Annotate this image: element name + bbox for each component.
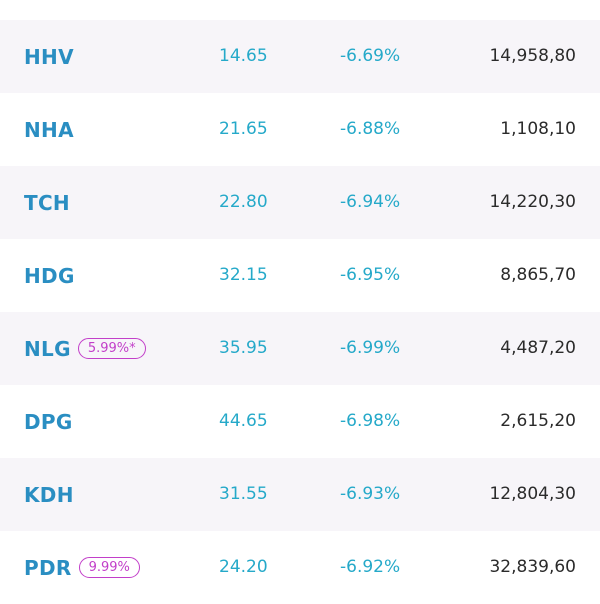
ticker-cell: HHV xyxy=(24,20,74,93)
price-value: 24.20 xyxy=(219,557,268,577)
volume-value: 8,865,70 xyxy=(500,265,576,285)
stock-row[interactable]: TCH 22.80 -6.94% 14,220,30 xyxy=(0,166,600,239)
change-percent: -6.69% xyxy=(340,46,401,66)
volume-value: 14,220,30 xyxy=(489,192,576,212)
volume-value: 12,804,30 xyxy=(489,484,576,504)
margin-badge: 5.99%* xyxy=(77,338,146,359)
stock-row[interactable]: DPG 44.65 -6.98% 2,615,20 xyxy=(0,385,600,458)
ticker-cell: KDH xyxy=(24,458,74,531)
stock-row[interactable]: NHA 21.65 -6.88% 1,108,10 xyxy=(0,93,600,166)
ticker-symbol[interactable]: PDR xyxy=(24,555,72,580)
price-value: 44.65 xyxy=(219,411,268,431)
price-value: 35.95 xyxy=(219,338,268,358)
price-value: 14.65 xyxy=(219,46,268,66)
ticker-cell: NHA xyxy=(24,93,74,166)
change-percent: -6.93% xyxy=(340,484,401,504)
price-value: 31.55 xyxy=(219,484,268,504)
ticker-cell: DPG xyxy=(24,385,73,458)
change-percent: -6.88% xyxy=(340,119,401,139)
margin-badge: 9.99% xyxy=(78,557,140,578)
ticker-cell: PDR 9.99% xyxy=(24,531,140,604)
price-value: 22.80 xyxy=(219,192,268,212)
change-percent: -6.95% xyxy=(340,265,401,285)
ticker-symbol[interactable]: HDG xyxy=(24,263,75,288)
stock-row[interactable]: HDG 32.15 -6.95% 8,865,70 xyxy=(0,239,600,312)
volume-value: 4,487,20 xyxy=(500,338,576,358)
ticker-symbol[interactable]: NLG xyxy=(24,336,71,361)
ticker-cell: NLG 5.99%* xyxy=(24,312,146,385)
stock-row[interactable]: PDR 9.99% 24.20 -6.92% 32,839,60 xyxy=(0,531,600,604)
volume-value: 32,839,60 xyxy=(489,557,576,577)
volume-value: 14,958,80 xyxy=(489,46,576,66)
ticker-symbol[interactable]: NHA xyxy=(24,117,74,142)
volume-value: 1,108,10 xyxy=(500,119,576,139)
volume-value: 2,615,20 xyxy=(500,411,576,431)
change-percent: -6.94% xyxy=(340,192,401,212)
price-value: 21.65 xyxy=(219,119,268,139)
stock-list: HHV 14.65 -6.69% 14,958,80 NHA 21.65 -6.… xyxy=(0,20,600,604)
change-percent: -6.92% xyxy=(340,557,401,577)
ticker-symbol[interactable]: DPG xyxy=(24,409,73,434)
price-value: 32.15 xyxy=(219,265,268,285)
change-percent: -6.98% xyxy=(340,411,401,431)
stock-row[interactable]: NLG 5.99%* 35.95 -6.99% 4,487,20 xyxy=(0,312,600,385)
ticker-symbol[interactable]: HHV xyxy=(24,44,74,69)
stock-row[interactable]: KDH 31.55 -6.93% 12,804,30 xyxy=(0,458,600,531)
ticker-symbol[interactable]: TCH xyxy=(24,190,70,215)
stock-row[interactable]: HHV 14.65 -6.69% 14,958,80 xyxy=(0,20,600,93)
change-percent: -6.99% xyxy=(340,338,401,358)
ticker-cell: HDG xyxy=(24,239,75,312)
ticker-symbol[interactable]: KDH xyxy=(24,482,74,507)
ticker-cell: TCH xyxy=(24,166,70,239)
